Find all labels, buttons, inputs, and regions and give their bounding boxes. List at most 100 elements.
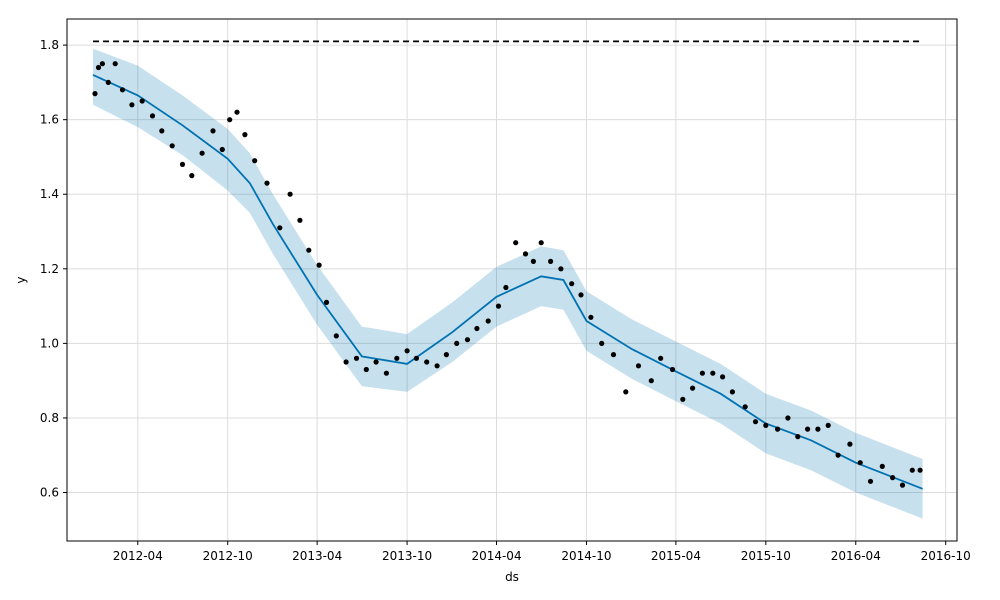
y-tick-label: 1.2 [40, 262, 59, 276]
observed-point [404, 348, 410, 354]
observed-point [92, 91, 98, 97]
observed-point [139, 98, 145, 104]
observed-point [522, 251, 529, 257]
observed-point [530, 258, 537, 264]
observed-point [105, 79, 111, 85]
observed-point [474, 325, 480, 332]
observed-point [775, 426, 781, 432]
observed-point [680, 396, 686, 402]
observed-point [857, 460, 863, 466]
x-tick-label: 2015-10 [741, 549, 791, 563]
observed-point [729, 389, 736, 395]
x-tick-label: 2013-04 [292, 549, 342, 563]
y-tick-label: 1.0 [40, 336, 59, 350]
y-tick-label: 0.6 [40, 486, 59, 500]
observed-point [287, 191, 293, 197]
observed-point [623, 389, 629, 395]
observed-point [297, 217, 303, 223]
observed-point [99, 61, 105, 67]
observed-point [434, 363, 440, 369]
observed-point [825, 422, 831, 428]
observed-point [899, 482, 906, 488]
x-tick-label: 2014-04 [471, 549, 521, 563]
observed-point [610, 352, 617, 358]
observed-point [909, 467, 915, 473]
x-tick-label: 2016-04 [831, 549, 881, 563]
observed-point [503, 284, 509, 291]
observed-point [306, 247, 312, 253]
observed-point [879, 463, 885, 469]
observed-point [149, 113, 156, 119]
observed-point [179, 161, 186, 167]
observed-point [242, 132, 248, 138]
observed-point [578, 292, 584, 298]
observed-point [658, 355, 664, 361]
observed-point [569, 281, 575, 287]
observed-point [917, 467, 923, 473]
observed-point [219, 146, 225, 153]
y-tick-label: 0.8 [40, 411, 59, 425]
observed-point [835, 452, 841, 458]
observed-point [558, 266, 564, 272]
observed-point [424, 359, 430, 365]
observed-point [159, 128, 165, 134]
observed-point [234, 109, 240, 115]
observed-point [785, 415, 791, 421]
observed-point [394, 355, 400, 361]
x-tick-label: 2012-10 [203, 549, 253, 563]
observed-point [720, 374, 726, 380]
y-tick-label: 1.6 [40, 113, 59, 127]
observed-point [189, 173, 195, 179]
forecast-line-layer [92, 74, 923, 490]
observed-point [383, 370, 389, 376]
observed-point [199, 150, 205, 156]
observed-point [588, 314, 594, 320]
observed-point [795, 434, 801, 440]
observed-point [353, 355, 360, 361]
observed-point [333, 333, 339, 339]
observed-point [690, 385, 696, 391]
x-tick-label: 2016-10 [921, 549, 971, 563]
plot-area-frame [66, 18, 958, 542]
x-tick-label: 2013-10 [382, 549, 432, 563]
observed-point [513, 240, 519, 246]
observed-point [805, 426, 811, 432]
observed-point [316, 262, 322, 268]
observed-point [252, 158, 258, 164]
observed-point [815, 426, 821, 432]
observed-point [112, 61, 118, 67]
observed-point [129, 102, 135, 108]
x-tick-label: 2014-10 [561, 549, 611, 563]
observed-point [495, 303, 502, 309]
observed-point [648, 378, 654, 384]
observed-point [548, 258, 554, 264]
observed-point [373, 359, 379, 365]
x-tick-label: 2012-04 [113, 549, 163, 563]
observed-point [635, 363, 642, 369]
observed-point [95, 64, 102, 71]
observed-point [710, 370, 716, 376]
observed-point [742, 404, 748, 410]
observed-point [323, 299, 330, 305]
observed-point [277, 225, 283, 231]
observed-point [847, 441, 853, 447]
observed-point [752, 419, 759, 425]
observed-point [485, 318, 491, 324]
uncertainty-band-layer [93, 48, 923, 519]
observed-point [413, 355, 419, 361]
observed-point [264, 180, 270, 186]
y-axis-title: y [14, 276, 28, 283]
y-tick-label: 1.4 [40, 187, 59, 201]
observed-point [599, 340, 605, 346]
observed-point [443, 352, 449, 358]
observed-point [227, 117, 233, 123]
observed-point [890, 475, 896, 481]
uncertainty-band [93, 48, 923, 519]
grid [67, 19, 957, 541]
observed-point [464, 337, 471, 343]
observed-point [538, 240, 544, 246]
observed-point [119, 87, 126, 93]
observed-point [210, 128, 216, 134]
observed-point [763, 422, 769, 428]
